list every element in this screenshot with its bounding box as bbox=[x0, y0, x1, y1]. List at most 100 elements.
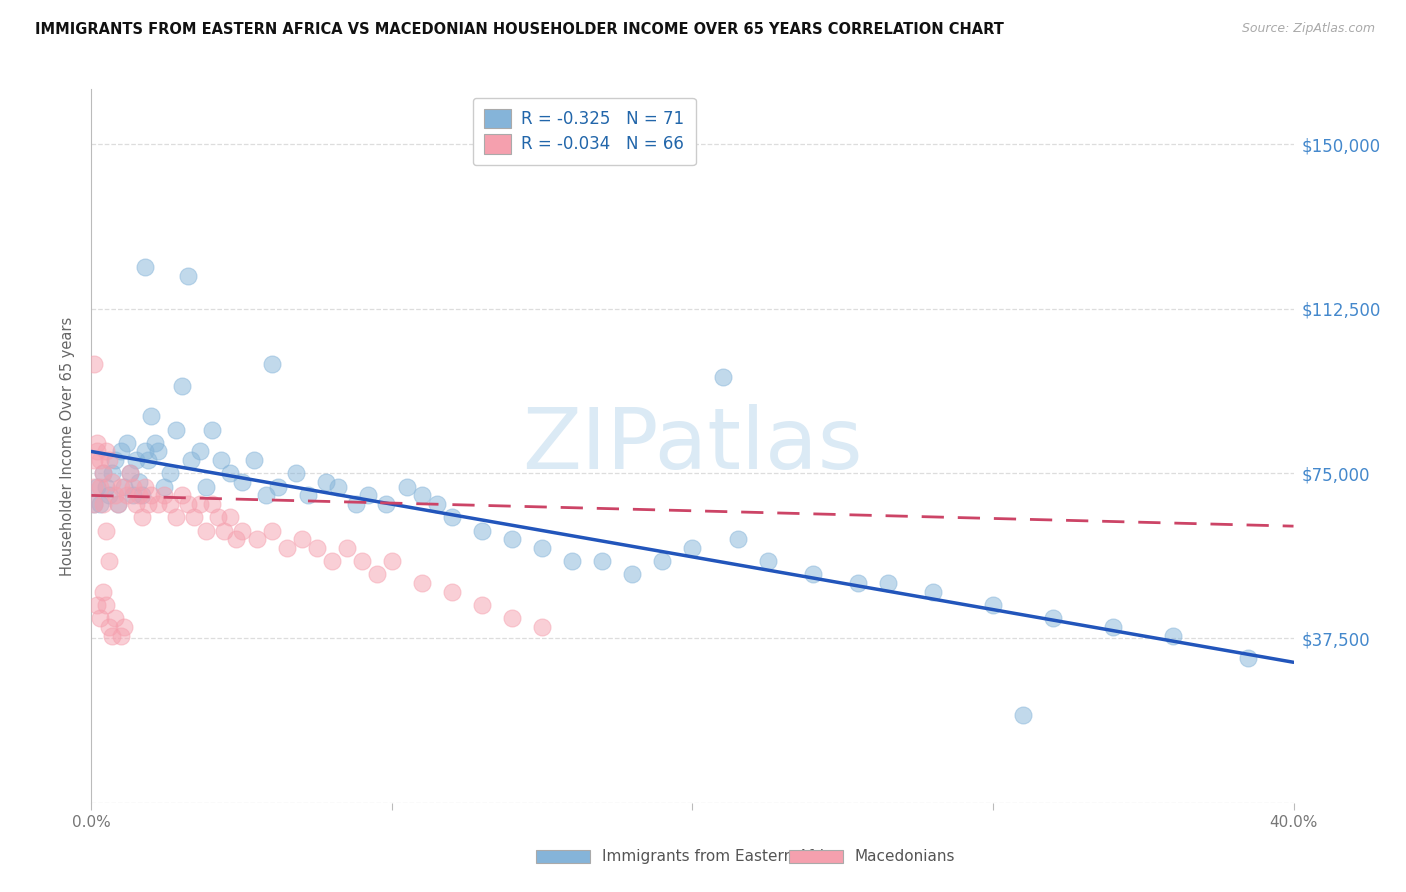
Point bbox=[727, 533, 749, 547]
Point bbox=[83, 453, 105, 467]
Point bbox=[120, 467, 142, 481]
Point bbox=[125, 453, 148, 467]
Point bbox=[101, 475, 124, 490]
Point bbox=[89, 611, 111, 625]
Point bbox=[107, 497, 129, 511]
Point bbox=[411, 576, 433, 591]
Point bbox=[561, 554, 583, 568]
Point bbox=[125, 497, 148, 511]
Point bbox=[128, 488, 150, 502]
Point bbox=[291, 533, 314, 547]
Point bbox=[141, 409, 163, 424]
Point bbox=[254, 488, 277, 502]
Point bbox=[128, 475, 150, 490]
Point bbox=[96, 480, 118, 494]
Point bbox=[426, 497, 449, 511]
Point bbox=[194, 480, 217, 494]
Point bbox=[86, 444, 108, 458]
Point bbox=[110, 480, 132, 494]
Point bbox=[101, 467, 124, 481]
Point bbox=[201, 423, 224, 437]
Point bbox=[146, 497, 169, 511]
Point bbox=[110, 444, 132, 458]
Point bbox=[440, 585, 463, 599]
Point bbox=[134, 444, 156, 458]
Point bbox=[531, 541, 554, 555]
Point bbox=[922, 585, 945, 599]
Point bbox=[201, 497, 224, 511]
Point bbox=[350, 554, 373, 568]
Point bbox=[395, 480, 418, 494]
Point bbox=[122, 480, 145, 494]
Point bbox=[89, 453, 111, 467]
Point bbox=[117, 435, 139, 450]
Point bbox=[122, 488, 145, 502]
Point bbox=[846, 576, 869, 591]
Point bbox=[242, 453, 264, 467]
Point bbox=[876, 576, 898, 591]
Point bbox=[801, 567, 824, 582]
Point bbox=[183, 510, 205, 524]
Point bbox=[276, 541, 298, 555]
Point bbox=[284, 467, 307, 481]
Point bbox=[114, 620, 136, 634]
Point bbox=[159, 467, 181, 481]
Point bbox=[1237, 651, 1260, 665]
FancyBboxPatch shape bbox=[536, 850, 591, 863]
Point bbox=[165, 423, 187, 437]
Point bbox=[89, 497, 111, 511]
Point bbox=[711, 369, 734, 384]
Point bbox=[176, 268, 198, 283]
Point bbox=[93, 497, 115, 511]
Point bbox=[165, 510, 187, 524]
Point bbox=[344, 497, 367, 511]
Point bbox=[89, 480, 111, 494]
Text: Immigrants from Eastern Africa: Immigrants from Eastern Africa bbox=[602, 849, 842, 863]
Point bbox=[152, 480, 174, 494]
Point bbox=[96, 524, 118, 538]
Point bbox=[98, 620, 121, 634]
Point bbox=[756, 554, 779, 568]
Point bbox=[681, 541, 703, 555]
Point bbox=[267, 480, 290, 494]
Point bbox=[93, 467, 115, 481]
Point bbox=[104, 488, 127, 502]
Point bbox=[471, 598, 494, 612]
Point bbox=[104, 453, 127, 467]
Point bbox=[1102, 620, 1125, 634]
Point bbox=[326, 480, 349, 494]
Point bbox=[170, 378, 193, 392]
Point bbox=[107, 497, 129, 511]
Point bbox=[83, 497, 105, 511]
Point bbox=[131, 488, 153, 502]
Point bbox=[357, 488, 380, 502]
Point bbox=[180, 453, 202, 467]
Point bbox=[471, 524, 494, 538]
Point bbox=[96, 444, 118, 458]
Point bbox=[143, 435, 166, 450]
Point bbox=[138, 453, 160, 467]
Text: Macedonians: Macedonians bbox=[855, 849, 955, 863]
Point bbox=[98, 488, 121, 502]
Text: IMMIGRANTS FROM EASTERN AFRICA VS MACEDONIAN HOUSEHOLDER INCOME OVER 65 YEARS CO: IMMIGRANTS FROM EASTERN AFRICA VS MACEDO… bbox=[35, 22, 1004, 37]
Point bbox=[159, 497, 181, 511]
Point bbox=[83, 480, 105, 494]
Point bbox=[93, 467, 115, 481]
Point bbox=[212, 524, 235, 538]
Point bbox=[501, 611, 523, 625]
Point bbox=[246, 533, 269, 547]
Point bbox=[531, 620, 554, 634]
Point bbox=[98, 453, 121, 467]
FancyBboxPatch shape bbox=[789, 850, 842, 863]
Point bbox=[209, 453, 232, 467]
Point bbox=[218, 467, 240, 481]
Point bbox=[260, 524, 283, 538]
Point bbox=[366, 567, 388, 582]
Point bbox=[120, 467, 142, 481]
Point bbox=[176, 497, 198, 511]
Point bbox=[1161, 629, 1184, 643]
Point bbox=[440, 510, 463, 524]
Text: ZIPatlas: ZIPatlas bbox=[522, 404, 863, 488]
Point bbox=[114, 480, 136, 494]
Point bbox=[260, 357, 283, 371]
